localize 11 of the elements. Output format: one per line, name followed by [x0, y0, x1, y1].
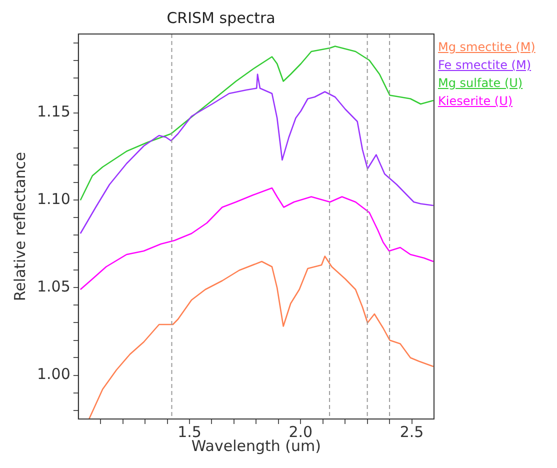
y-tick-label: 1.05: [36, 278, 70, 296]
x-tick-label: 2.5: [400, 422, 424, 441]
y-tick-label: 1.10: [36, 190, 70, 208]
y-tick-label: 1.00: [36, 365, 70, 384]
y-axis-title: Relative reflectance: [10, 152, 29, 302]
text: Mg smectite (M): [438, 39, 536, 56]
text: Kieserite (U): [438, 93, 514, 110]
chart-title: CRISM spectra: [166, 8, 276, 27]
y-tick-label: 1.15: [36, 102, 70, 121]
series-label: Mg sulfate (U): [438, 75, 524, 92]
text: Fe smectite (M): [438, 57, 532, 74]
